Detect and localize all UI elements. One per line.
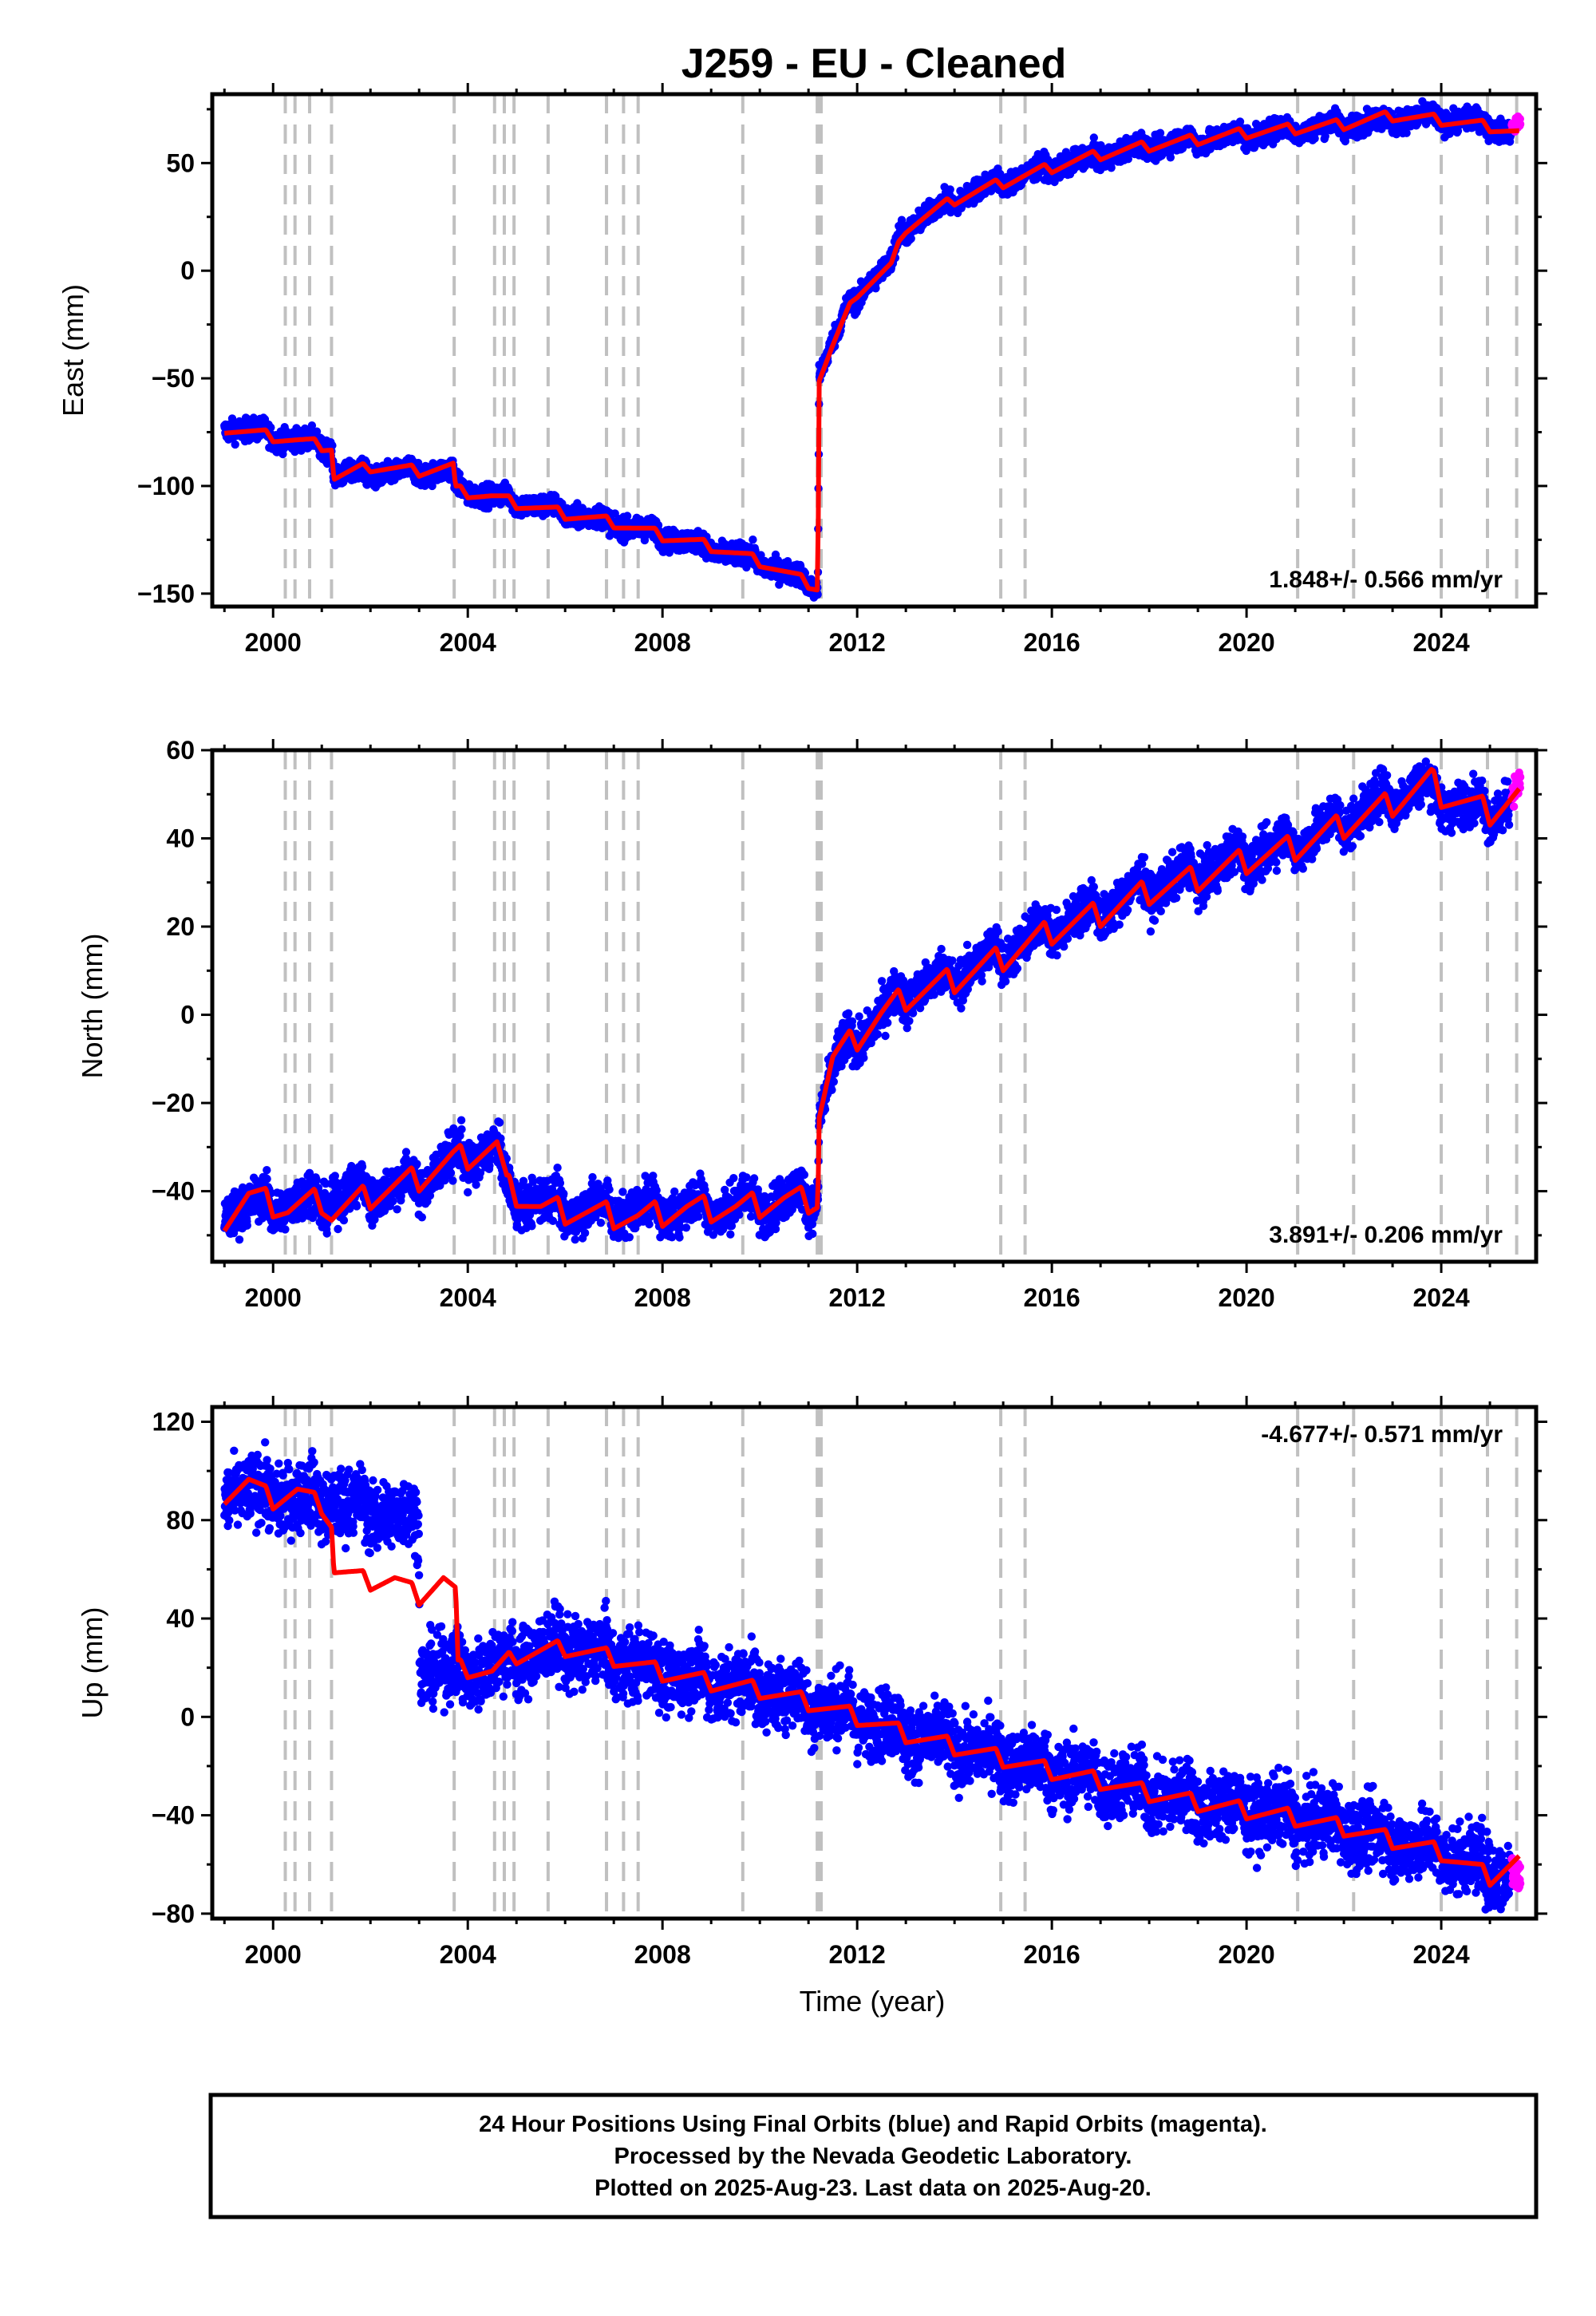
east-panel: 2000 2004 2008 2012 2016 2020 2024 −150 −100 −50 0…	[57, 83, 1547, 657]
data-point	[1167, 153, 1175, 161]
x-tick-label: 2000	[245, 628, 302, 657]
data-point	[243, 1221, 251, 1229]
y-axis: −150 −100 −50 0 50	[137, 109, 1547, 608]
rapid-point	[1516, 120, 1524, 128]
plot-area	[220, 750, 1524, 1262]
data-point	[1090, 133, 1098, 141]
y-tick-label: −150	[137, 579, 195, 608]
x-tick-label: 2024	[1412, 628, 1469, 657]
x-tick-label: 2004	[440, 628, 496, 657]
figure-title: J259 - EU - Cleaned	[681, 41, 1067, 87]
y-tick-label: 50	[166, 148, 195, 177]
data-point	[414, 459, 422, 467]
data-point	[1236, 117, 1244, 125]
data-point	[231, 441, 239, 449]
data-point	[1156, 129, 1164, 137]
north-panel: 2000 2004 2008 2012 2016 2020 2024−40−20020406…	[76, 736, 1547, 1312]
y-axis-label: East (mm)	[57, 284, 89, 417]
x-tick-label: 2012	[829, 628, 886, 657]
y-tick-label: 0	[180, 256, 195, 285]
rate-label: 1.848+/- 0.566 mm/yr	[1269, 567, 1503, 593]
x-tick-label: 2008	[634, 628, 691, 657]
plot-area	[220, 94, 1524, 607]
x-tick-label: 2016	[1024, 628, 1080, 657]
data-point	[1107, 164, 1115, 172]
plot-frame	[212, 94, 1536, 607]
y-tick-label: −50	[152, 364, 195, 393]
model-fit-line	[224, 112, 1519, 590]
x-tick-label: 2020	[1219, 628, 1275, 657]
y-tick-label: −100	[137, 472, 195, 500]
data-point	[749, 536, 757, 543]
data-point	[871, 284, 879, 292]
final-orbit-points	[220, 97, 1515, 602]
figure: J259 - EU - Cleaned 2000 2004 2008 2012 2016…	[0, 0, 1596, 2316]
data-point	[946, 185, 954, 193]
data-point	[235, 1235, 243, 1243]
